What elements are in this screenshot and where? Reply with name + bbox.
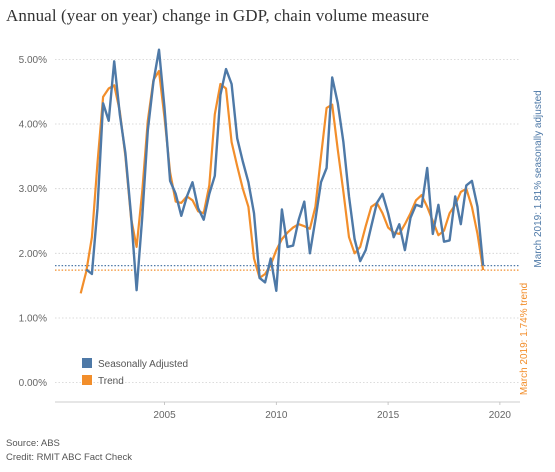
annotation-seasonally-adjusted: March 2019: 1.81% seasonally adjusted [533,90,544,267]
source-note: Source: ABS [6,438,60,449]
x-tick-label: 2010 [265,410,288,421]
credit-note: Credit: RMIT ABC Fact Check [6,452,132,463]
legend-label-seasonally-adjusted: Seasonally Adjusted [98,359,188,370]
y-tick-label: 2.00% [19,249,47,260]
x-tick-label: 2015 [377,410,400,421]
y-tick-label: 4.00% [19,120,47,131]
y-tick-label: 0.00% [19,378,47,389]
x-tick-label: 2005 [153,410,176,421]
seasonally-adjusted-series-line [85,48,485,292]
legend-swatch-trend [82,375,92,385]
y-tick-label: 1.00% [19,313,47,324]
chart-title: Annual (year on year) change in GDP, cha… [6,6,429,25]
gdp-line-chart: 0.00% 1.00% 2.00% 3.00% 4.00% 5.00% 2005 2010 20… [19,48,544,421]
x-tick-label: 2020 [489,410,512,421]
y-tick-label: 3.00% [19,184,47,195]
legend-label-trend: Trend [98,376,124,387]
trend-series-line [79,69,485,294]
annotation-trend: March 2019: 1.74% trend [519,283,530,395]
y-tick-label: 5.00% [19,55,47,66]
legend-swatch-seasonally-adjusted [82,358,92,368]
